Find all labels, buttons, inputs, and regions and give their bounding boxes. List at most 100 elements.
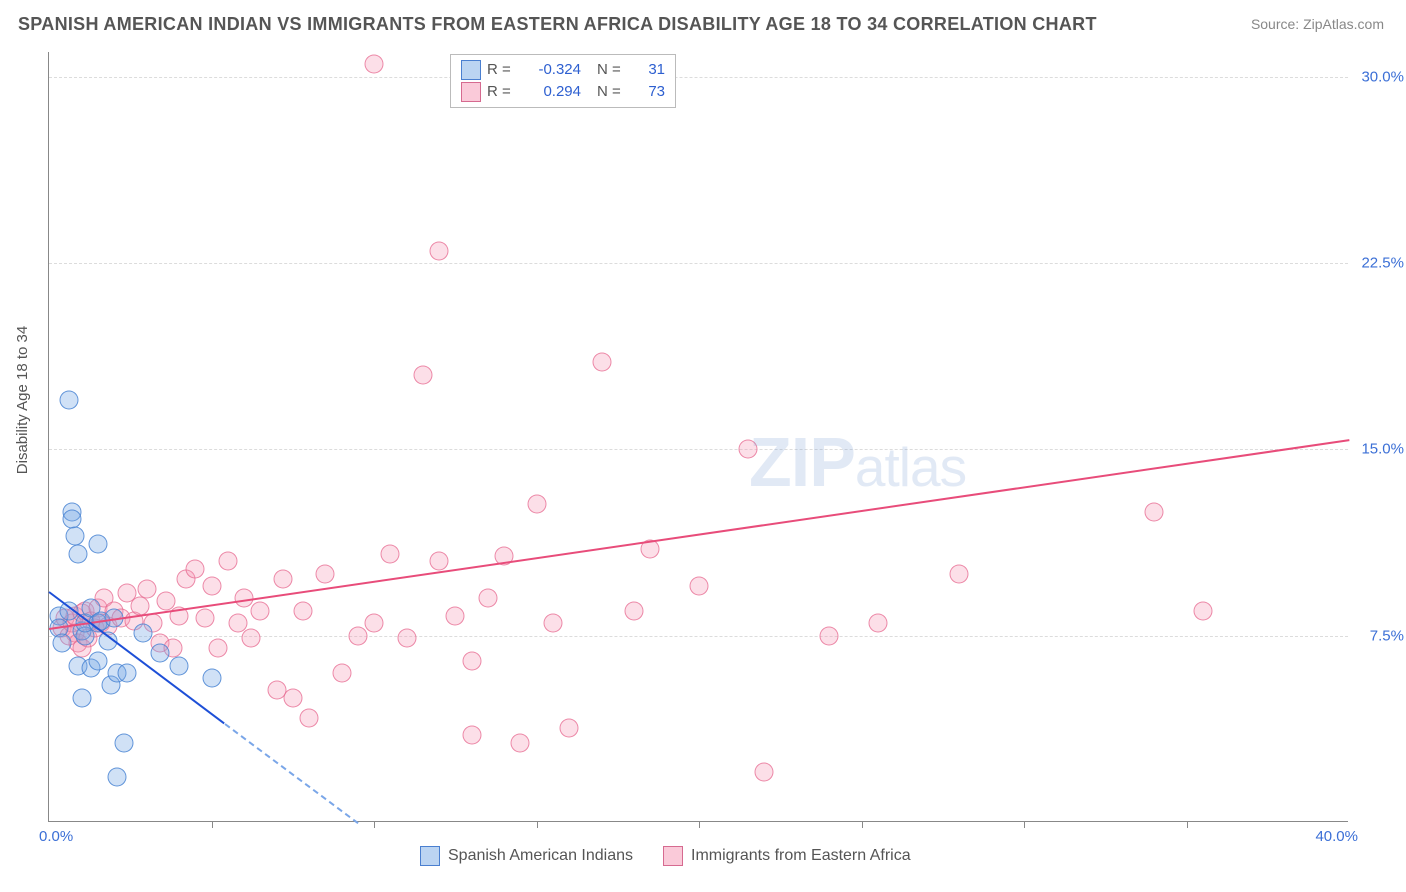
pink-point [202,577,221,596]
pink-point [625,601,644,620]
correlation-legend: R =-0.324N =31R =0.294N =73 [450,54,676,108]
r-value: -0.324 [525,59,581,81]
y-tick-label: 30.0% [1361,68,1404,85]
pink-point [527,495,546,514]
x-tick [862,821,863,828]
pink-point [1145,502,1164,521]
pink-point [348,626,367,645]
r-label: R = [487,81,519,103]
pink-point [186,559,205,578]
blue-point [170,656,189,675]
pink-point [251,601,270,620]
pink-point [413,365,432,384]
series-legend: Spanish American Indians Immigrants from … [420,846,911,866]
blue-point [59,390,78,409]
legend-item: Spanish American Indians [420,846,633,866]
pink-point [820,626,839,645]
pink-point [950,564,969,583]
pink-point [462,651,481,670]
pink-point [283,688,302,707]
y-axis-title: Disability Age 18 to 34 [14,326,31,474]
pink-point [137,579,156,598]
blue-point [88,651,107,670]
x-tick [212,821,213,828]
x-tick [1024,821,1025,828]
watermark-bold: ZIP [749,423,855,501]
legend-swatch [420,846,440,866]
legend-swatch [461,82,481,102]
x-tick [1187,821,1188,828]
pink-point [560,718,579,737]
blue-point [62,509,81,528]
x-axis-min-label: 0.0% [39,828,73,845]
x-tick [374,821,375,828]
pink-point [446,606,465,625]
pink-point [381,544,400,563]
n-label: N = [597,59,629,81]
pink-point [274,569,293,588]
pink-point [511,733,530,752]
blue-point [114,733,133,752]
r-value: 0.294 [525,81,581,103]
blue-point [202,668,221,687]
blue-point [150,644,169,663]
pink-point [868,614,887,633]
plot-area: ZIPatlas 0.0% 40.0% 7.5%15.0%22.5%30.0% [48,52,1348,822]
pink-point [316,564,335,583]
blue-point [108,768,127,787]
n-label: N = [597,81,629,103]
pink-point [592,353,611,372]
blue-point [118,663,137,682]
pink-point [690,577,709,596]
y-tick-label: 22.5% [1361,255,1404,272]
pink-point [430,552,449,571]
pink-point [365,55,384,74]
blue-point [88,534,107,553]
watermark-light: atlas [855,436,966,498]
blue-point [134,624,153,643]
pink-point [332,663,351,682]
legend-row: R =-0.324N =31 [461,59,665,81]
blue-point [72,688,91,707]
gridline [49,77,1348,78]
gridline [49,449,1348,450]
legend-label: Immigrants from Eastern Africa [691,847,911,865]
watermark: ZIPatlas [749,422,966,502]
gridline [49,263,1348,264]
n-value: 73 [635,81,665,103]
pink-point [241,629,260,648]
pink-point [462,726,481,745]
pink-point [293,601,312,620]
x-tick [699,821,700,828]
legend-swatch [663,846,683,866]
pink-point [300,708,319,727]
legend-item: Immigrants from Eastern Africa [663,846,911,866]
x-tick [537,821,538,828]
pink-point [131,596,150,615]
legend-swatch [461,60,481,80]
trendline [49,439,1349,630]
blue-point [69,544,88,563]
pink-point [738,440,757,459]
pink-point [755,763,774,782]
blue-point [66,527,85,546]
pink-point [1193,601,1212,620]
pink-point [209,639,228,658]
y-tick-label: 15.0% [1361,441,1404,458]
legend-label: Spanish American Indians [448,847,633,865]
pink-point [365,614,384,633]
source-label: Source: ZipAtlas.com [1251,16,1384,32]
pink-point [397,629,416,648]
r-label: R = [487,59,519,81]
y-tick-label: 7.5% [1370,627,1404,644]
x-axis-max-label: 40.0% [1315,828,1358,845]
pink-point [430,241,449,260]
trendline [224,723,358,824]
chart-title: SPANISH AMERICAN INDIAN VS IMMIGRANTS FR… [18,14,1097,35]
legend-row: R = 0.294 N = 73 [461,81,665,103]
pink-point [196,609,215,628]
pink-point [478,589,497,608]
pink-point [218,552,237,571]
blue-point [53,634,72,653]
pink-point [543,614,562,633]
